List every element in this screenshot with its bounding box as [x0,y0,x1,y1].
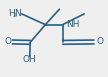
Text: H: H [8,9,15,18]
Text: O: O [96,37,103,46]
Text: OH: OH [23,55,37,64]
Text: NH: NH [66,20,80,29]
Text: 2: 2 [12,13,16,18]
Text: N: N [14,9,21,18]
Text: O: O [5,37,12,46]
